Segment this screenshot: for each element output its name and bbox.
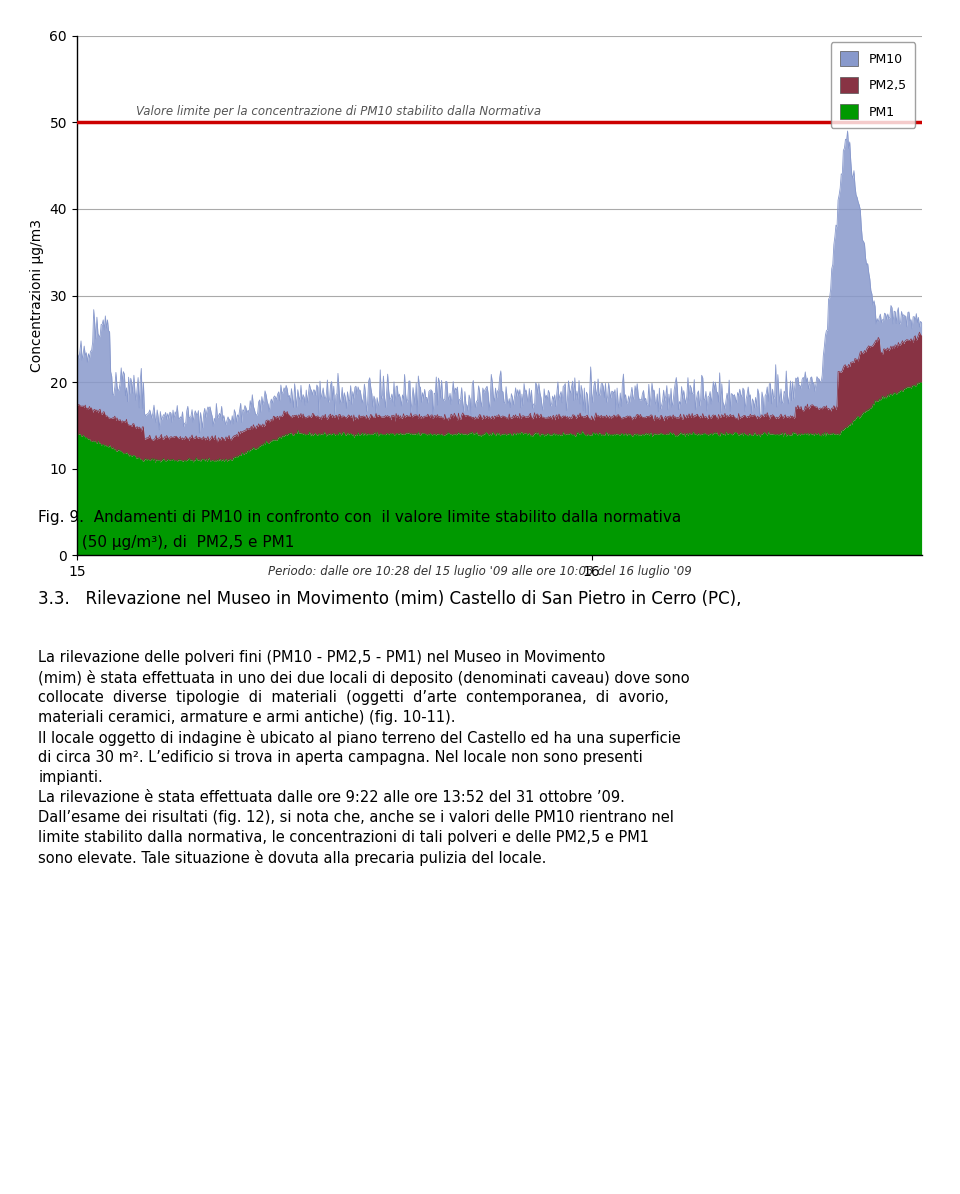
Text: Il locale oggetto di indagine è ubicato al piano terreno del Castello ed ha una : Il locale oggetto di indagine è ubicato …	[38, 730, 682, 746]
Text: materiali ceramici, armature e armi antiche) (fig. 10-11).: materiali ceramici, armature e armi anti…	[38, 710, 456, 725]
Y-axis label: Concentrazioni μg/m3: Concentrazioni μg/m3	[30, 219, 44, 373]
Text: Fig. 9.  Andamenti di PM10 in confronto con  il valore limite stabilito dalla no: Fig. 9. Andamenti di PM10 in confronto c…	[38, 510, 682, 525]
Text: La rilevazione è stata effettuata dalle ore 9:22 alle ore 13:52 del 31 ottobre ’: La rilevazione è stata effettuata dalle …	[38, 790, 625, 805]
Text: limite stabilito dalla normativa, le concentrazioni di tali polveri e delle PM2,: limite stabilito dalla normativa, le con…	[38, 830, 649, 845]
Text: sono elevate. Tale situazione è dovuta alla precaria pulizia del locale.: sono elevate. Tale situazione è dovuta a…	[38, 850, 547, 866]
Text: (mim) è stata effettuata in uno dei due locali di deposito (denominati caveau) d: (mim) è stata effettuata in uno dei due …	[38, 670, 690, 687]
Text: Periodo: dalle ore 10:28 del 15 luglio '09 alle ore 10:03 del 16 luglio '09: Periodo: dalle ore 10:28 del 15 luglio '…	[268, 565, 692, 578]
Text: 3.3.   Rilevazione nel Museo in Movimento (mim) Castello di San Pietro in Cerro : 3.3. Rilevazione nel Museo in Movimento …	[38, 590, 742, 608]
Text: di circa 30 m². L’edificio si trova in aperta campagna. Nel locale non sono pres: di circa 30 m². L’edificio si trova in a…	[38, 750, 643, 765]
Text: collocate  diverse  tipologie  di  materiali  (oggetti  d’arte  contemporanea,  : collocate diverse tipologie di materiali…	[38, 690, 669, 704]
Text: impianti.: impianti.	[38, 770, 103, 784]
Text: La rilevazione delle polveri fini (PM10 - PM2,5 - PM1) nel Museo in Movimento: La rilevazione delle polveri fini (PM10 …	[38, 650, 606, 665]
Text: (50 μg/m³), di  PM2,5 e PM1: (50 μg/m³), di PM2,5 e PM1	[38, 535, 295, 550]
Legend: PM10, PM2,5, PM1: PM10, PM2,5, PM1	[831, 42, 915, 128]
Text: Valore limite per la concentrazione di PM10 stabilito dalla Normativa: Valore limite per la concentrazione di P…	[136, 105, 541, 118]
Text: Dall’esame dei risultati (fig. 12), si nota che, anche se i valori delle PM10 ri: Dall’esame dei risultati (fig. 12), si n…	[38, 810, 674, 825]
